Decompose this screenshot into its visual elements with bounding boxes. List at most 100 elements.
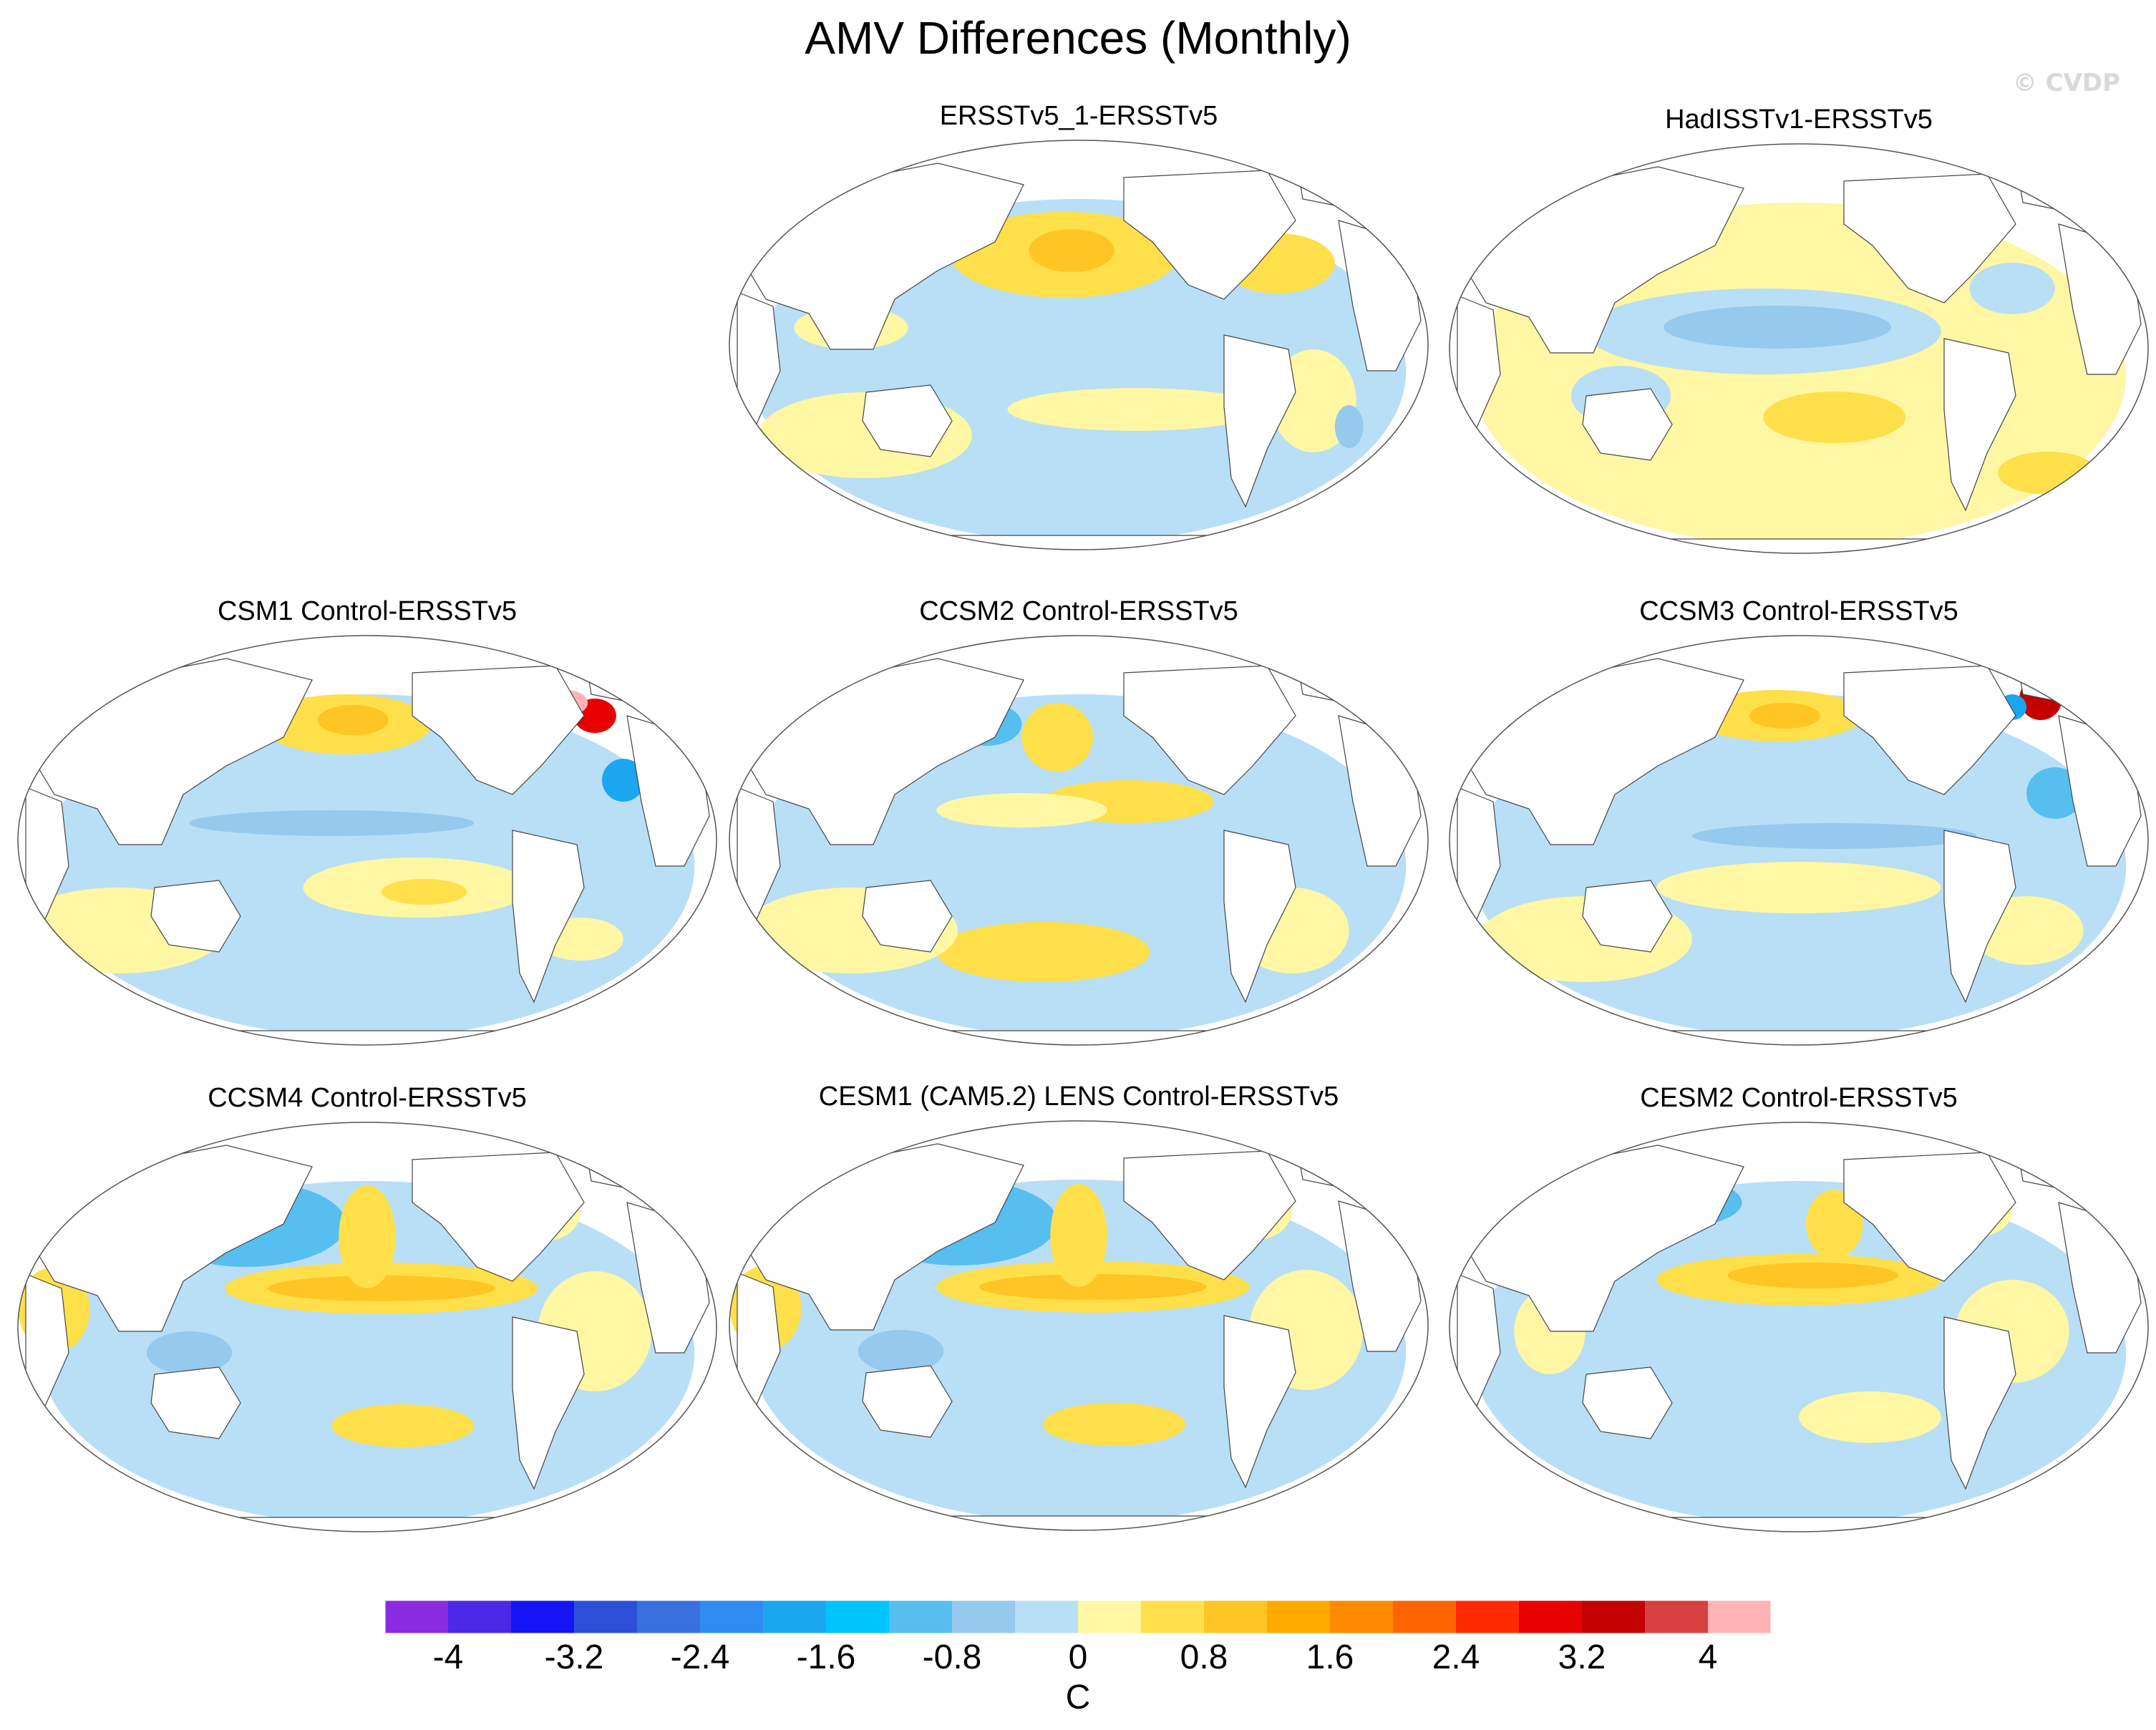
landmass bbox=[512, 830, 585, 1004]
colorbar-tick-label: 4 bbox=[1698, 1638, 1718, 1676]
colorbar-swatch bbox=[889, 1600, 953, 1633]
sst-anomaly-region bbox=[1799, 1391, 1941, 1443]
sst-anomaly-region bbox=[1969, 263, 2055, 314]
sst-anomaly-region bbox=[602, 759, 645, 802]
landmass bbox=[1457, 295, 1501, 440]
map-panel: CCSM4 Control-ERSSTv5 bbox=[11, 1082, 723, 1540]
figure-title: AMV Differences (Monthly) bbox=[805, 12, 1351, 64]
sst-anomaly-region bbox=[1334, 405, 1364, 448]
sst-anomaly-region bbox=[1998, 452, 2098, 495]
sst-anomaly-region bbox=[2019, 677, 2062, 720]
sst-anomaly-region bbox=[1691, 823, 1977, 849]
landmass bbox=[1943, 830, 2016, 1004]
panel-title: CESM2 Control-ERSSTv5 bbox=[1640, 1083, 1958, 1113]
sst-anomaly-region bbox=[339, 1185, 396, 1288]
colorbar-swatch bbox=[574, 1600, 638, 1633]
landmass bbox=[862, 880, 953, 953]
panel-title: CESM1 (CAM5.2) LENS Control-ERSSTv5 bbox=[818, 1082, 1339, 1112]
world-map bbox=[729, 1120, 1429, 1531]
map-border bbox=[1449, 635, 2149, 1046]
colorbar-swatch bbox=[1519, 1600, 1583, 1633]
colorbar-swatch bbox=[1267, 1600, 1331, 1633]
map-border bbox=[17, 1122, 717, 1532]
sst-anomaly-region bbox=[189, 810, 475, 836]
map-panel: CCSM3 Control-ERSSTv5 bbox=[1443, 596, 2155, 1054]
landmass bbox=[737, 787, 781, 932]
sst-anomaly-region bbox=[1043, 1403, 1186, 1446]
colorbar-swatch bbox=[1582, 1600, 1646, 1633]
colorbar-swatch bbox=[826, 1600, 890, 1633]
colorbar-tick-label: 2.4 bbox=[1432, 1638, 1480, 1676]
world-map bbox=[1449, 635, 2149, 1046]
landmass bbox=[1457, 787, 1501, 932]
landmass bbox=[1223, 334, 1296, 508]
colorbar-swatch bbox=[952, 1600, 1016, 1633]
landmass bbox=[412, 665, 585, 795]
colorbar-swatch bbox=[1204, 1600, 1268, 1633]
landmass bbox=[1457, 1273, 1501, 1419]
sst-anomaly-region bbox=[267, 1275, 495, 1301]
map-panel: CESM1 (CAM5.2) LENS Control-ERSSTv5 bbox=[723, 1081, 1434, 1539]
cvdp-watermark: © CVDP bbox=[2012, 69, 2120, 97]
landmass bbox=[583, 1137, 642, 1189]
landmass bbox=[150, 880, 241, 953]
map-panel: CSM1 Control-ERSSTv5 bbox=[11, 596, 723, 1054]
sst-anomaly-region bbox=[979, 1274, 1207, 1300]
world-map bbox=[1449, 1122, 2149, 1532]
landmass bbox=[25, 1273, 69, 1419]
landmass bbox=[1582, 1366, 1673, 1439]
sst-anomaly-region bbox=[1805, 1190, 1863, 1258]
world-map bbox=[17, 635, 717, 1046]
map-panel: ERSSTv5_1-ERSSTv5 bbox=[723, 100, 1434, 558]
colorbar-tick-label: 3.2 bbox=[1558, 1638, 1606, 1676]
landmass bbox=[1295, 651, 1354, 702]
panel-title: CCSM4 Control-ERSSTv5 bbox=[208, 1083, 527, 1113]
colorbar-swatch bbox=[385, 1600, 449, 1633]
colorbar-tick-label: -3.2 bbox=[544, 1638, 604, 1676]
colorbar-swatch bbox=[1015, 1600, 1079, 1633]
landmass bbox=[1123, 665, 1296, 795]
colorbar-tick-label: -4 bbox=[432, 1638, 464, 1676]
map-panel: CCSM2 Control-ERSSTv5 bbox=[723, 596, 1434, 1054]
landmass bbox=[583, 651, 642, 702]
colorbar-swatch bbox=[1330, 1600, 1394, 1633]
landmass bbox=[862, 384, 953, 457]
map-panel: HadISSTv1-ERSSTv5 bbox=[1443, 104, 2155, 562]
sst-anomaly-region bbox=[858, 1330, 944, 1373]
landmass bbox=[150, 1366, 241, 1439]
landmass bbox=[1295, 1136, 1354, 1187]
colorbar-swatch bbox=[700, 1600, 764, 1633]
landmass bbox=[737, 1272, 781, 1417]
landmass bbox=[737, 291, 781, 437]
world-map bbox=[729, 140, 1429, 550]
landmass bbox=[1295, 155, 1354, 207]
landmass bbox=[1223, 1315, 1296, 1489]
sst-anomaly-region bbox=[1727, 1263, 1899, 1288]
sst-anomaly-region bbox=[936, 793, 1107, 827]
sst-anomaly-region bbox=[146, 1331, 233, 1374]
landmass bbox=[1582, 388, 1673, 461]
landmass bbox=[512, 1316, 585, 1490]
colorbar-tick-label: -0.8 bbox=[922, 1638, 982, 1676]
colorbar-swatch bbox=[1393, 1600, 1457, 1633]
landmass bbox=[412, 1152, 585, 1282]
panel-title: CCSM3 Control-ERSSTv5 bbox=[1639, 596, 1958, 626]
sst-anomaly-region bbox=[1050, 1184, 1107, 1287]
panel-title: HadISSTv1-ERSSTv5 bbox=[1665, 105, 1933, 135]
sst-anomaly-region bbox=[1021, 703, 1093, 772]
landmass bbox=[1843, 173, 2016, 303]
colorbar-swatch bbox=[448, 1600, 512, 1633]
colorbar-tick-label: -1.6 bbox=[796, 1638, 856, 1676]
landmass bbox=[1843, 665, 2016, 795]
map-border bbox=[17, 635, 717, 1046]
landmass bbox=[25, 787, 69, 932]
sst-anomaly-region bbox=[1656, 862, 1941, 913]
landmass bbox=[1943, 338, 2016, 512]
panel-title: ERSSTv5_1-ERSSTv5 bbox=[939, 101, 1218, 131]
landmass bbox=[1223, 830, 1296, 1004]
map-panel: CESM2 Control-ERSSTv5 bbox=[1443, 1082, 2155, 1540]
landmass bbox=[2015, 651, 2074, 702]
colorbar-swatch bbox=[1708, 1600, 1772, 1633]
map-border bbox=[729, 1120, 1429, 1531]
sst-anomaly-region bbox=[1763, 392, 1906, 443]
